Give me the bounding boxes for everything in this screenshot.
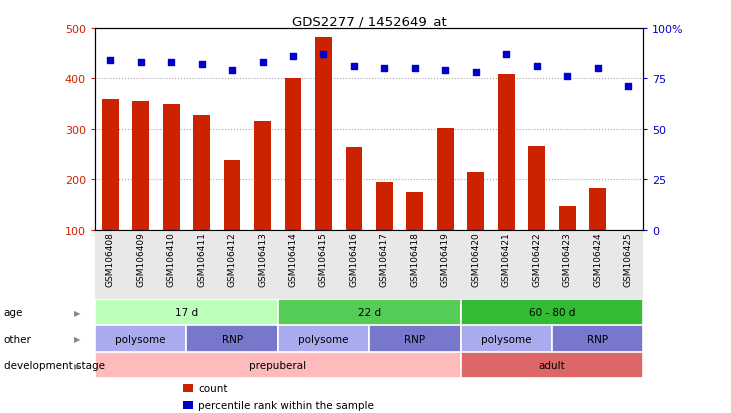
Bar: [461, 325, 552, 352]
Text: GSM106411: GSM106411: [197, 231, 206, 286]
Bar: [95, 325, 186, 352]
Point: [592, 66, 604, 72]
Text: GSM106409: GSM106409: [136, 231, 145, 286]
Point: [470, 70, 482, 76]
Title: GDS2277 / 1452649_at: GDS2277 / 1452649_at: [292, 15, 447, 28]
Point: [257, 60, 268, 66]
Text: polysome: polysome: [298, 334, 349, 344]
Point: [622, 84, 634, 90]
Text: GSM106412: GSM106412: [227, 231, 237, 286]
Text: polysome: polysome: [481, 334, 531, 344]
Bar: [498, 75, 515, 230]
Point: [135, 60, 146, 66]
Point: [379, 66, 390, 72]
Text: 17 d: 17 d: [175, 307, 198, 318]
Bar: [95, 299, 278, 325]
Bar: [254, 122, 271, 230]
Text: RNP: RNP: [404, 334, 425, 344]
Point: [196, 62, 208, 69]
Point: [409, 66, 421, 72]
Text: count: count: [198, 383, 227, 393]
Bar: [95, 352, 461, 378]
Bar: [552, 325, 643, 352]
Bar: [102, 99, 118, 230]
Bar: [346, 148, 363, 230]
Bar: [376, 182, 393, 230]
Text: prepuberal: prepuberal: [249, 360, 306, 370]
Bar: [278, 325, 369, 352]
Bar: [461, 299, 643, 325]
Bar: [186, 325, 278, 352]
Text: GSM106418: GSM106418: [410, 231, 420, 286]
Text: GSM106422: GSM106422: [532, 231, 541, 286]
Bar: [589, 189, 606, 230]
Text: other: other: [4, 334, 31, 344]
Point: [105, 58, 116, 64]
Text: GSM106419: GSM106419: [441, 231, 450, 286]
Text: GSM106408: GSM106408: [106, 231, 115, 286]
Bar: [163, 104, 180, 230]
Point: [287, 54, 299, 60]
Text: GSM106417: GSM106417: [380, 231, 389, 286]
Bar: [437, 128, 454, 230]
Point: [561, 74, 573, 81]
Text: 60 - 80 d: 60 - 80 d: [529, 307, 575, 318]
Bar: [558, 206, 575, 230]
Text: GSM106410: GSM106410: [167, 231, 175, 286]
Text: GSM106425: GSM106425: [624, 231, 632, 286]
Point: [227, 68, 238, 74]
Text: GSM106413: GSM106413: [258, 231, 267, 286]
Bar: [278, 299, 461, 325]
Text: GSM106416: GSM106416: [349, 231, 358, 286]
Bar: [193, 115, 210, 230]
Bar: [369, 325, 461, 352]
Point: [165, 60, 177, 66]
Text: GSM106420: GSM106420: [471, 231, 480, 286]
Text: RNP: RNP: [587, 334, 608, 344]
Bar: [529, 147, 545, 230]
Bar: [284, 79, 301, 230]
Bar: [315, 38, 332, 230]
Point: [500, 52, 512, 58]
Bar: [132, 102, 149, 230]
Bar: [224, 161, 240, 230]
Text: age: age: [4, 307, 23, 318]
Text: ▶: ▶: [74, 335, 80, 343]
Point: [439, 68, 451, 74]
Text: development stage: development stage: [4, 360, 105, 370]
Bar: [467, 172, 484, 230]
Point: [531, 64, 542, 71]
Bar: [461, 352, 643, 378]
Bar: [183, 384, 192, 392]
Point: [317, 52, 329, 58]
Text: polysome: polysome: [115, 334, 166, 344]
Bar: [183, 401, 192, 409]
Text: 22 d: 22 d: [357, 307, 381, 318]
Text: ▶: ▶: [74, 361, 80, 370]
Text: GSM106414: GSM106414: [289, 231, 298, 286]
Text: GSM106424: GSM106424: [593, 231, 602, 286]
Bar: [406, 192, 423, 230]
Text: percentile rank within the sample: percentile rank within the sample: [198, 400, 374, 410]
Text: RNP: RNP: [221, 334, 243, 344]
Point: [348, 64, 360, 71]
Text: ▶: ▶: [74, 308, 80, 317]
Text: GSM106423: GSM106423: [563, 231, 572, 286]
Text: adult: adult: [539, 360, 565, 370]
Text: GSM106415: GSM106415: [319, 231, 328, 286]
Text: GSM106421: GSM106421: [501, 231, 511, 286]
